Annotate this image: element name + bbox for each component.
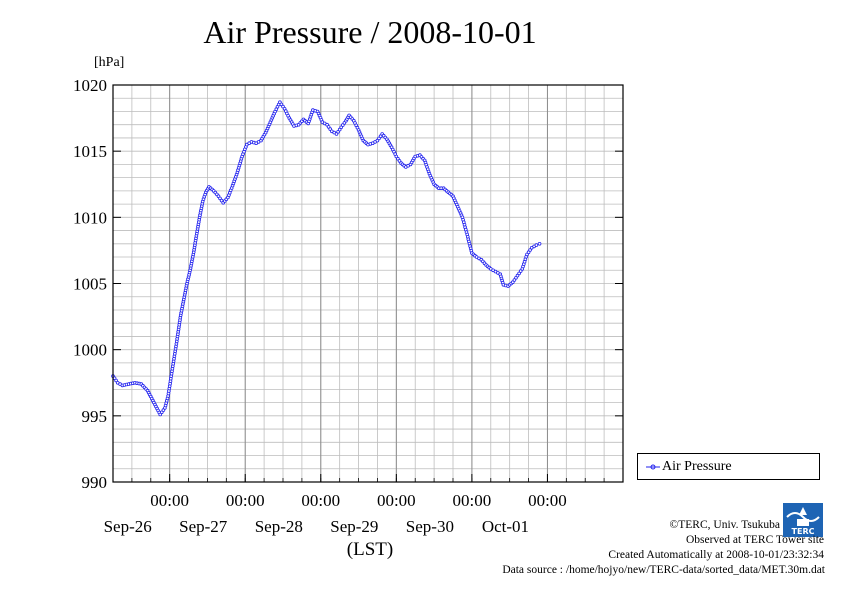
x-tick-time-label: 00:00 [150,491,189,510]
x-tick-time-label: 00:00 [377,491,416,510]
x-tick-date-label: Sep-30 [406,517,454,536]
y-tick-label: 1010 [73,208,107,227]
observed-text: Observed at TERC Tower site [685,534,824,546]
copyright-text: ©TERC, Univ. Tsukuba [669,519,780,531]
x-tick-time-label: 00:00 [226,491,265,510]
svg-text:TERC: TERC [792,527,815,536]
x-axis-label: (LST) [347,539,393,560]
y-tick-label: 995 [82,407,108,426]
x-tick-time-label: 00:00 [301,491,340,510]
y-tick-label: 1020 [73,76,107,95]
x-tick-labels: 00:00 Sep-26 00:00 Sep-27 00:00 Sep-28 00:00 Se… [104,491,567,536]
x-tick-time-label: 00:00 [453,491,492,510]
plot-frame [112,84,624,483]
x-tick-date-label: Oct-01 [482,517,529,536]
terc-logo-icon: TERC [783,503,823,537]
data-point [534,243,539,247]
credits-block: ©TERC, Univ. Tsukuba Observed at TERC To… [502,518,825,578]
legend-label-air-pressure: Air Pressure [662,459,732,474]
x-tick-date-label: Sep-29 [330,517,378,536]
data-point [517,271,521,276]
x-tick-date-label: Sep-28 [255,517,303,536]
x-tick-date-label: Sep-26 [104,517,152,536]
series-markers [111,100,542,417]
chart-title: Air Pressure / 2008-10-01 [203,14,537,50]
y-tick-labels: 990 995 1000 1005 1010 1015 1020 [73,76,107,492]
y-tick-label: 1005 [73,275,107,294]
data-source-text: Data source : /home/hojyo/new/TERC-data/… [502,564,825,576]
x-tick-time-label: 00:00 [528,491,567,510]
y-tick-label: 1015 [73,142,107,161]
data-point [114,378,118,383]
x-tick-date-label: Sep-27 [179,517,228,536]
created-text: Created Automatically at 2008-10-01/23:3… [608,549,824,561]
series-layer [111,100,542,417]
y-axis-unit-label: [hPa] [94,55,125,70]
grid [113,85,623,482]
data-point [537,242,542,246]
y-tick-label: 990 [82,473,108,492]
y-tick-label: 1000 [73,341,107,360]
legend-marker-icon [646,464,660,470]
legend: Air Pressure [637,453,820,480]
